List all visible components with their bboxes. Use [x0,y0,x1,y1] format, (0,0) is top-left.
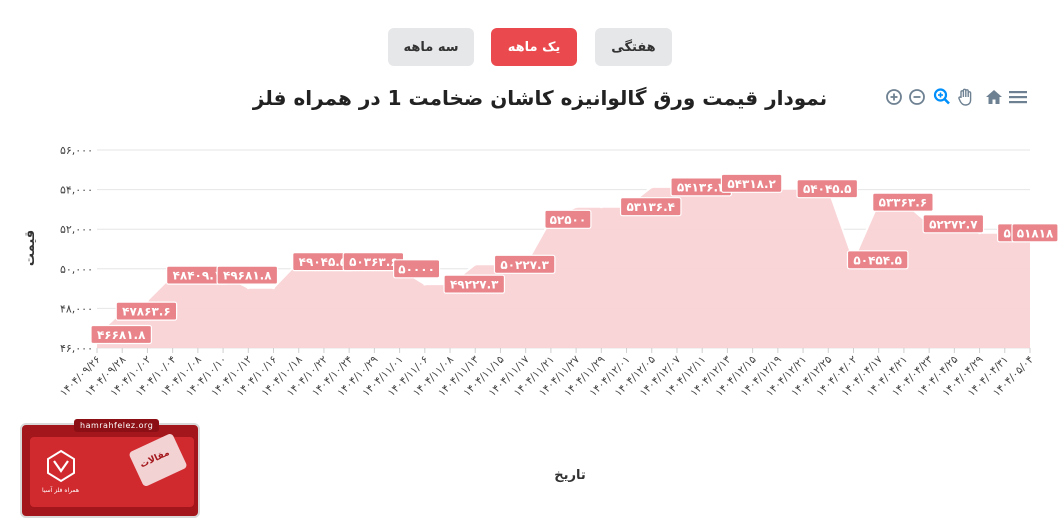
data-label: ۵۳۱۳۶.۴ [626,200,675,214]
data-label-box [872,192,934,212]
data-point [650,185,654,189]
data-label: ۵۲۵۰۰ [550,213,587,227]
range-tabs: سه ماهه یک ماهه هفتگی [0,28,1063,68]
brand-logo-icon [47,449,75,483]
y-axis-ticks: ۴۶,۰۰۰ ۴۸,۰۰۰ ۵۰,۰۰۰ ۵۲,۰۰۰ ۵۴,۰۰۰ ۵۶,۰۰۰ [60,144,93,355]
data-label-box [493,254,556,274]
data-point [473,262,477,266]
data-label: ۵۱۸۱۸ [1017,226,1054,240]
data-label: ۴۷۸۶۳.۶ [122,305,171,319]
data-label: ۴۹۲۲۷.۳ [450,278,499,292]
data-label: ۵۴۳۱۸.۲ [727,177,776,191]
data-label: ۴۸۴۰۹.۱ [173,269,222,283]
menu-icon[interactable] [1008,86,1028,108]
zoom-out-icon[interactable] [907,86,927,108]
data-label-box [216,265,279,285]
data-label-box [392,259,441,279]
x-axis-ticks: ۱۴۰۴/۰۹/۲۶۱۴۰۴/۰۹/۲۸۱۴۰۴/۱۰/۰۲۱۴۰۴/۱۰/۰۴… [58,348,1036,399]
data-label-box [1011,223,1059,243]
data-point [246,286,250,290]
data-point [145,298,149,302]
selection-zoom-icon[interactable] [932,86,952,108]
data-label: ۵۰۳۶۳.۶ [349,255,398,269]
y-tick-label: ۵۶,۰۰۰ [60,144,93,157]
data-label-box [720,173,783,193]
data-label-box [846,250,909,270]
site-watermark: همراه فلز آسیا hamrahfelez.org مقالات [20,419,200,518]
tab-weekly[interactable]: هفتگی [595,28,672,66]
data-label-box [90,324,153,345]
data-label: ۵۰۴۵۴.۵ [853,253,902,267]
data-label: ۴۹۰۴۵.۵ [299,255,348,269]
watermark-url: hamrahfelez.org [74,419,160,432]
y-tick-label: ۴۸,۰۰۰ [60,302,93,315]
data-label-box [619,197,682,217]
zoom-in-icon[interactable] [884,86,904,108]
data-label: ۵۰۰۰۰ [398,262,435,276]
data-point [423,282,427,286]
data-label-box [922,214,985,234]
data-label-box [796,179,859,199]
y-tick-label: ۵۲,۰۰۰ [60,223,93,236]
data-point [574,205,578,209]
data-label-box [115,301,178,321]
data-point [599,205,603,209]
chart-toolbar [884,86,1034,110]
tab-one-month[interactable]: یک ماهه [491,28,577,66]
pan-hand-icon[interactable] [956,86,976,108]
data-label: ۴۶۶۸۱.۸ [97,328,146,342]
tab-three-months[interactable]: سه ماهه [388,28,474,66]
y-axis-title: قیمت [23,230,38,266]
data-label-box [544,209,592,229]
y-tick-label: ۴۶,۰۰۰ [60,342,93,355]
data-label-box [443,274,506,294]
data-labels: ۴۶۶۸۱.۸ ۴۷۸۶۳.۶ ۴۸۴۰۹.۱ ۴۹۶۸۱.۸ ۴۹۰۴۵.۵ ۵۰۳۶۳… [90,173,1059,345]
data-label: ۵۴۰۴۵.۵ [803,182,852,196]
data-point [272,286,276,290]
data-label: ۵۰۲۲۷.۳ [500,258,549,272]
chart-title: نمودار قیمت ورق گالوانیزه کاشان ضخامت 1 … [252,86,828,110]
articles-badge-label: مقالات [138,448,172,471]
y-tick-label: ۵۴,۰۰۰ [60,184,93,197]
data-label: ۵۴۱۳۶.۴ [677,180,726,194]
logo-caption: همراه فلز آسیا [42,487,80,494]
area-fill [97,183,1030,348]
y-tick-label: ۵۰,۰۰۰ [60,263,93,276]
data-label: ۴۹۶۸۱.۸ [223,269,272,283]
data-label: ۵۲۲۷۲.۷ [929,217,978,231]
home-icon[interactable] [984,86,1004,108]
data-label: ۵۳۳۶۳.۶ [879,196,928,210]
x-axis-title: تاریخ [554,468,586,483]
